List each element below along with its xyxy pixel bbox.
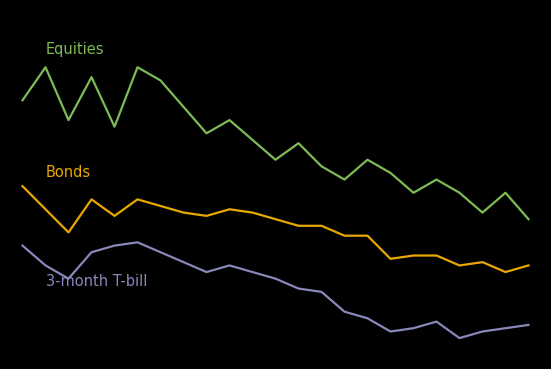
Text: 3-month T-bill: 3-month T-bill bbox=[46, 273, 147, 289]
Text: Equities: Equities bbox=[46, 42, 104, 57]
Text: Bonds: Bonds bbox=[46, 165, 91, 180]
